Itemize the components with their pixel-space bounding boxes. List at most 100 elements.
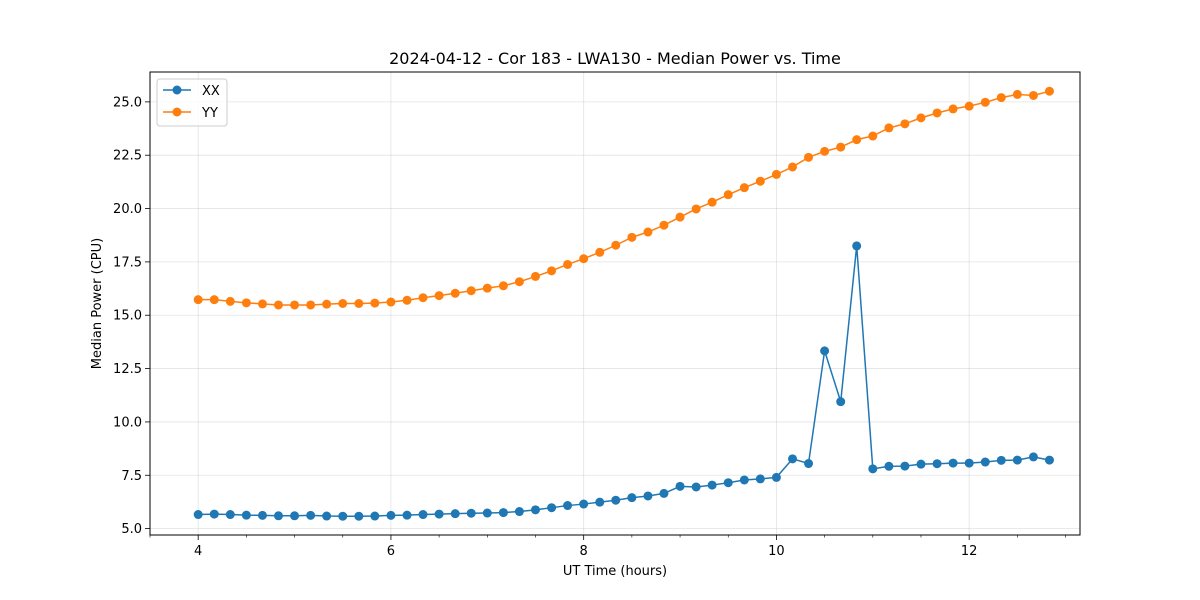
data-point-xx — [418, 510, 428, 520]
data-point-yy — [354, 299, 364, 308]
data-point-xx — [916, 459, 926, 469]
data-point-xx — [980, 457, 990, 467]
data-point-yy — [450, 288, 460, 298]
data-point-yy — [948, 104, 958, 114]
data-point-xx — [964, 458, 974, 468]
data-point-yy — [306, 300, 316, 310]
data-point-xx — [788, 454, 798, 464]
data-point-xx — [450, 509, 460, 519]
data-point-xx — [193, 510, 203, 520]
data-point-yy — [547, 266, 557, 276]
data-point-yy — [290, 300, 300, 310]
data-point-yy — [1012, 89, 1022, 99]
data-point-yy — [595, 247, 605, 257]
data-point-xx — [563, 501, 573, 511]
data-point-xx — [659, 488, 669, 498]
data-point-xx — [820, 346, 830, 356]
data-point-yy — [611, 240, 621, 250]
legend-label-xx: XX — [202, 84, 220, 99]
data-point-xx — [579, 499, 589, 509]
legend: XX YY — [156, 78, 228, 127]
data-point-yy — [884, 123, 894, 133]
data-point-yy — [193, 295, 203, 305]
data-point-xx — [322, 511, 332, 521]
data-point-yy — [579, 254, 589, 264]
data-point-xx — [996, 455, 1006, 465]
x-tick-label: 4 — [194, 544, 202, 559]
data-point-yy — [675, 212, 685, 222]
data-point-xx — [595, 497, 605, 507]
data-point-xx — [498, 508, 508, 518]
chart-title: 2024-04-12 - Cor 183 - LWA130 - Median P… — [389, 49, 841, 68]
data-point-yy — [804, 152, 814, 162]
y-tick-label: 7.5 — [121, 469, 142, 484]
data-point-yy — [241, 298, 251, 308]
x-tick-label: 12 — [961, 544, 978, 559]
data-point-xx — [868, 464, 878, 474]
data-point-xx — [691, 482, 701, 492]
data-point-xx — [482, 508, 492, 518]
data-point-yy — [964, 101, 974, 111]
data-point-yy — [771, 169, 781, 179]
x-tick-label: 6 — [387, 544, 395, 559]
data-point-xx — [627, 493, 637, 503]
data-point-yy — [916, 113, 926, 123]
data-point-xx — [241, 510, 251, 520]
y-tick-label: 22.5 — [113, 149, 142, 164]
data-point-yy — [627, 232, 637, 242]
data-point-xx — [514, 507, 524, 517]
y-tick-label: 20.0 — [113, 202, 142, 217]
data-point-xx — [643, 491, 653, 501]
data-point-xx — [466, 508, 476, 518]
data-point-xx — [273, 511, 283, 521]
data-point-xx — [932, 459, 942, 469]
data-point-xx — [530, 505, 540, 515]
data-point-yy — [900, 119, 910, 129]
data-point-yy — [530, 271, 540, 281]
data-point-yy — [402, 295, 412, 305]
data-point-yy — [659, 220, 669, 230]
y-tick-label: 17.5 — [113, 255, 142, 270]
data-point-yy — [338, 299, 348, 308]
data-point-yy — [932, 108, 942, 118]
data-point-yy — [563, 259, 573, 269]
data-point-yy — [225, 296, 235, 306]
data-point-yy — [482, 283, 492, 293]
data-point-xx — [771, 472, 781, 482]
y-tick-label: 15.0 — [113, 309, 142, 324]
x-axis-label: UT Time (hours) — [563, 564, 667, 579]
data-point-xx — [723, 478, 733, 488]
data-point-yy — [209, 295, 219, 305]
data-point-yy — [386, 297, 396, 307]
y-tick-label: 5.0 — [121, 522, 142, 537]
data-point-xx — [290, 511, 300, 521]
y-tick-label: 12.5 — [113, 362, 142, 377]
data-point-yy — [820, 146, 830, 156]
data-point-yy — [739, 183, 749, 193]
data-point-yy — [466, 286, 476, 296]
data-point-xx — [1012, 455, 1022, 465]
grid-lines — [150, 72, 1080, 535]
data-point-xx — [306, 510, 316, 520]
data-point-xx — [1028, 452, 1038, 462]
data-point-xx — [739, 475, 749, 485]
x-tick-label: 10 — [768, 544, 785, 559]
y-tick-label: 25.0 — [113, 95, 142, 110]
data-point-yy — [836, 142, 846, 152]
y-axis-label: Median Power (CPU) — [90, 238, 105, 369]
data-point-xx — [338, 511, 348, 521]
data-point-xx — [707, 480, 717, 490]
data-point-yy — [322, 299, 332, 309]
axis-layer: 4 6 8 10 12 5.0 7.5 10.0 12.5 15.0 17.5 20.0 22.5 25.… — [113, 95, 1066, 559]
data-point-xx — [1044, 455, 1054, 465]
data-point-yy — [788, 162, 798, 172]
data-point-xx — [370, 511, 380, 521]
data-point-xx — [755, 474, 765, 484]
data-point-xx — [354, 511, 364, 521]
data-point-xx — [884, 461, 894, 471]
data-point-xx — [852, 241, 862, 251]
data-point-xx — [675, 481, 685, 491]
data-point-yy — [852, 135, 862, 145]
data-point-yy — [980, 97, 990, 107]
